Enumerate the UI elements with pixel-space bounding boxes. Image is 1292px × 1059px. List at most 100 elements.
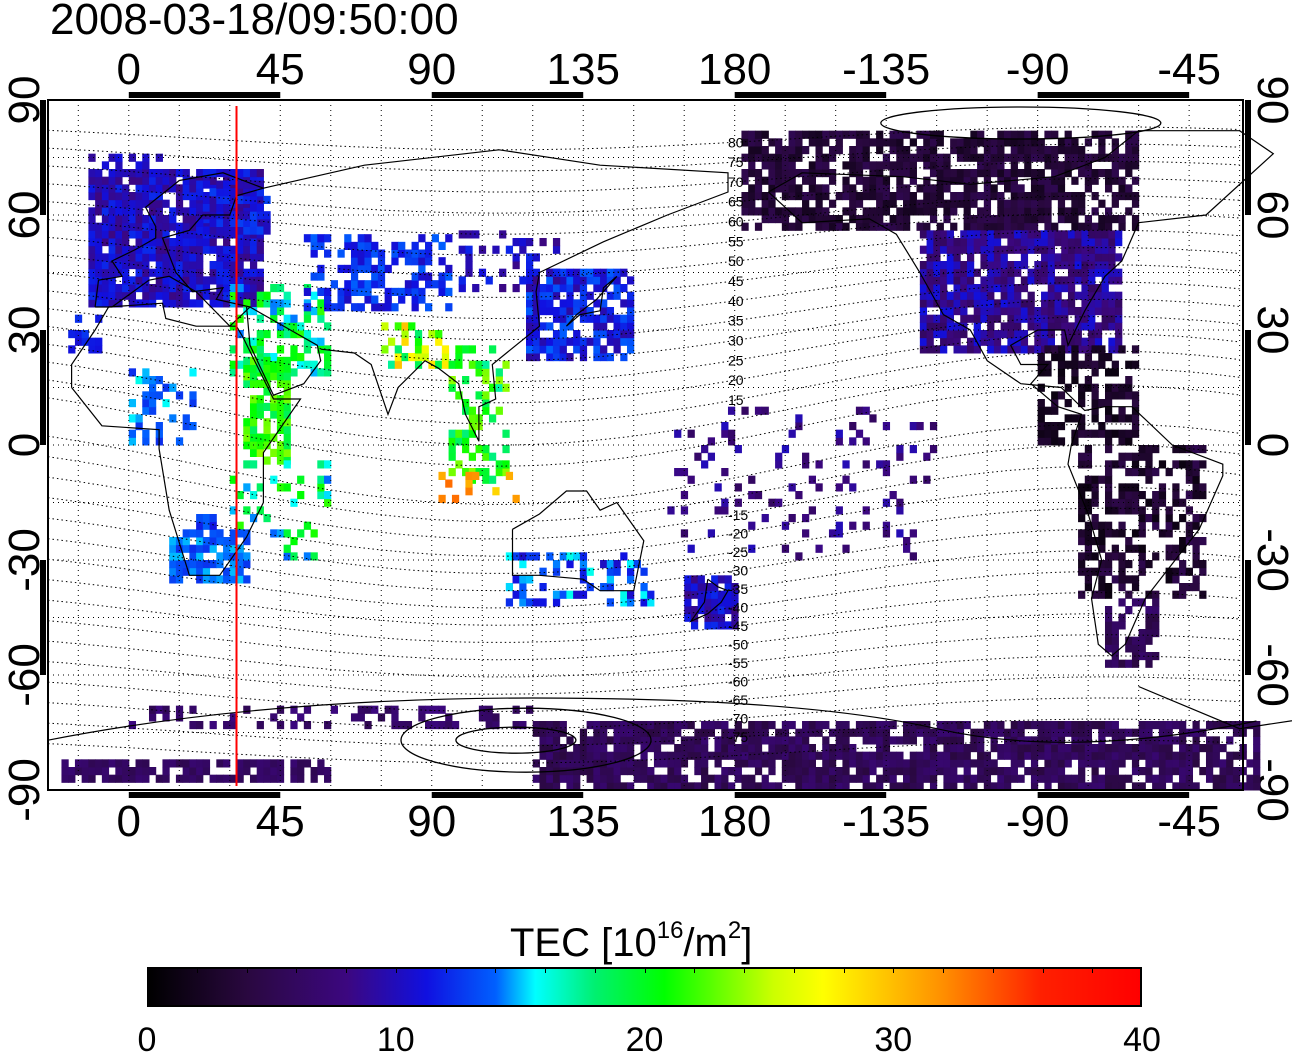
tec-data-cell <box>462 437 470 446</box>
tec-data-cell <box>1047 276 1055 285</box>
tec-data-cell <box>1084 353 1093 362</box>
tec-data-cell <box>990 153 998 162</box>
tec-data-cell <box>815 774 823 783</box>
tec-data-cell <box>876 169 884 178</box>
tec-data-cell <box>1098 138 1106 147</box>
tec-data-cell <box>754 169 763 178</box>
tec-data-cell <box>862 506 870 515</box>
tec-data-cell <box>1000 276 1008 285</box>
tec-data-cell <box>182 299 190 308</box>
tec-data-cell <box>189 184 197 193</box>
tec-data-cell <box>993 230 1002 239</box>
tec-data-cell <box>566 759 574 768</box>
tec-data-cell <box>929 445 938 454</box>
tec-data-cell <box>1131 575 1140 584</box>
tec-data-cell <box>781 153 790 162</box>
tec-data-cell <box>263 211 271 220</box>
tec-data-cell <box>488 452 497 461</box>
frame-bar-segment <box>1245 560 1251 675</box>
tec-data-cell <box>122 261 130 270</box>
contour-label: 40 <box>728 293 744 309</box>
tec-data-cell <box>155 705 163 714</box>
tec-data-cell <box>283 364 291 373</box>
tec-data-cell <box>781 184 790 193</box>
tec-data-cell <box>115 284 123 293</box>
tec-data-cell <box>761 176 769 185</box>
tec-data-cell <box>855 138 864 147</box>
tec-data-cell <box>566 299 574 308</box>
tec-data-cell <box>1034 238 1042 247</box>
tec-data-cell <box>990 744 998 753</box>
tec-data-cell <box>970 138 978 147</box>
tec-data-cell <box>1091 383 1099 392</box>
tec-data-cell <box>1057 176 1066 185</box>
tec-data-cell <box>741 138 749 147</box>
tec-data-cell <box>1027 268 1035 277</box>
tec-data-cell <box>909 529 917 538</box>
tec-data-cell <box>1118 429 1126 438</box>
tec-data-cell <box>182 774 190 783</box>
tec-data-cell <box>1131 161 1140 170</box>
tec-data-cell <box>795 138 803 147</box>
tec-data-cell <box>1017 728 1025 737</box>
tec-data-cell <box>95 291 103 300</box>
tec-data-cell <box>1044 207 1052 216</box>
tec-data-cell <box>1091 590 1099 599</box>
tec-data-cell <box>1219 782 1227 791</box>
contour-label: 80 <box>728 134 744 150</box>
tec-data-cell <box>1051 429 1059 438</box>
tec-data-cell <box>674 782 682 791</box>
tec-data-cell <box>566 291 574 300</box>
contour-label: 25 <box>728 352 744 368</box>
tec-data-cell <box>1064 207 1072 216</box>
tec-data-cell <box>1081 314 1089 323</box>
tec-data-cell <box>586 736 594 745</box>
tec-data-cell <box>862 222 870 231</box>
tec-data-cell <box>468 422 477 431</box>
tec-data-cell <box>761 759 769 768</box>
tec-data-cell <box>1111 383 1119 392</box>
tec-data-cell <box>593 353 601 362</box>
tec-data-cell <box>1037 383 1045 392</box>
tec-data-cell <box>761 153 769 162</box>
tec-data-cell <box>101 176 110 185</box>
tec-data-cell <box>1054 314 1062 323</box>
tec-data-cell <box>115 291 123 300</box>
tec-data-cell <box>1074 276 1082 285</box>
tec-data-cell <box>1125 744 1133 753</box>
tec-data-cell <box>270 372 278 381</box>
tec-data-cell <box>441 353 450 362</box>
colorbar-title-exponent: 16 <box>656 917 684 944</box>
tec-data-cell <box>1057 192 1066 201</box>
tec-data-cell <box>1138 598 1146 607</box>
tec-data-cell <box>690 590 699 599</box>
tec-data-cell <box>1118 613 1126 622</box>
tec-data-cell <box>929 736 938 745</box>
tec-data-cell <box>552 276 561 285</box>
tec-data-cell <box>539 744 547 753</box>
tec-data-cell <box>1044 767 1052 776</box>
tec-data-cell <box>1061 307 1069 316</box>
tec-data-cell <box>916 728 924 737</box>
tec-data-cell <box>781 169 790 178</box>
tec-data-cell <box>960 330 968 339</box>
tec-data-cell <box>229 188 238 197</box>
tec-data-cell <box>1014 299 1022 308</box>
tec-data-cell <box>1192 759 1200 768</box>
tec-data-cell <box>1131 544 1140 553</box>
tec-data-cell <box>552 245 561 254</box>
tec-data-cell <box>1101 253 1109 262</box>
tec-data-cell <box>707 751 716 760</box>
tec-data-cell <box>148 391 157 400</box>
tec-data-cell <box>916 184 924 193</box>
tec-data-cell <box>1192 552 1200 561</box>
tec-data-cell <box>1098 583 1106 592</box>
tec-data-cell <box>310 529 318 538</box>
tec-data-cell <box>963 153 971 162</box>
tec-data-cell <box>142 368 150 377</box>
tec-data-cell <box>566 322 574 331</box>
tec-data-cell <box>495 368 503 377</box>
tec-data-cell <box>539 337 547 346</box>
tec-data-cell <box>943 728 951 737</box>
tec-data-cell <box>512 575 520 584</box>
